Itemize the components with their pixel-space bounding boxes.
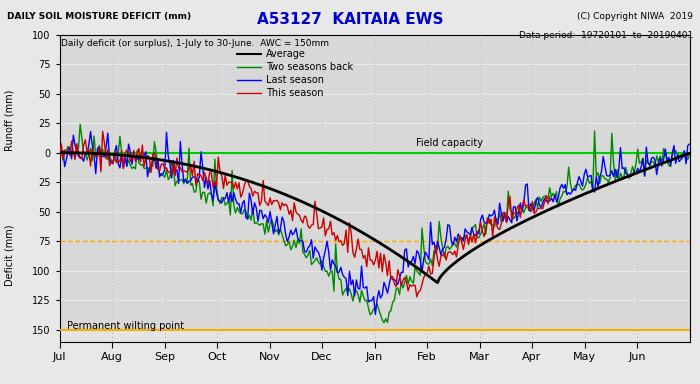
Legend: Average, Two seasons back, Last season, This season: Average, Two seasons back, Last season, … xyxy=(233,46,357,102)
Text: Permanent wilting point: Permanent wilting point xyxy=(67,321,185,331)
Text: Runoff (mm): Runoff (mm) xyxy=(4,90,14,151)
Text: Deficit (mm): Deficit (mm) xyxy=(4,225,14,286)
Text: (C) Copyright NIWA  2019: (C) Copyright NIWA 2019 xyxy=(577,12,693,20)
Text: A53127  KAITAIA EWS: A53127 KAITAIA EWS xyxy=(257,12,443,26)
Text: Daily deficit (or surplus), 1-July to 30-June.  AWC = 150mm: Daily deficit (or surplus), 1-July to 30… xyxy=(61,39,328,48)
Text: Field capacity: Field capacity xyxy=(416,138,484,148)
Text: Data period:  19720101  to  20190401: Data period: 19720101 to 20190401 xyxy=(519,31,693,40)
Text: DAILY SOIL MOISTURE DEFICIT (mm): DAILY SOIL MOISTURE DEFICIT (mm) xyxy=(7,12,191,20)
